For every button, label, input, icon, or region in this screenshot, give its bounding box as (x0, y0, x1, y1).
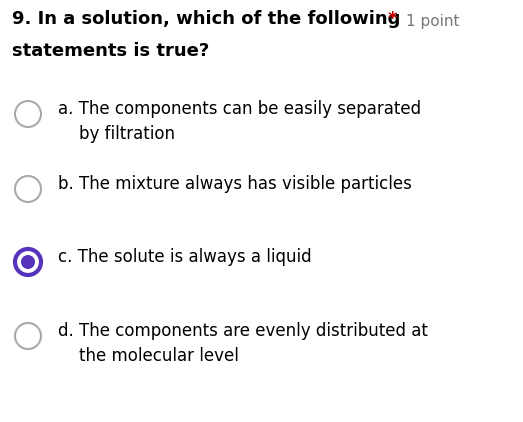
Text: 1 point: 1 point (406, 14, 460, 29)
Text: b. The mixture always has visible particles: b. The mixture always has visible partic… (58, 175, 412, 193)
Text: d. The components are evenly distributed at
    the molecular level: d. The components are evenly distributed… (58, 322, 428, 365)
Text: statements is true?: statements is true? (12, 42, 209, 60)
Text: *: * (388, 10, 397, 28)
Text: c. The solute is always a liquid: c. The solute is always a liquid (58, 248, 312, 266)
Text: 9. In a solution, which of the following: 9. In a solution, which of the following (12, 10, 401, 28)
Text: a. The components can be easily separated
    by filtration: a. The components can be easily separate… (58, 100, 421, 143)
Ellipse shape (21, 255, 35, 269)
